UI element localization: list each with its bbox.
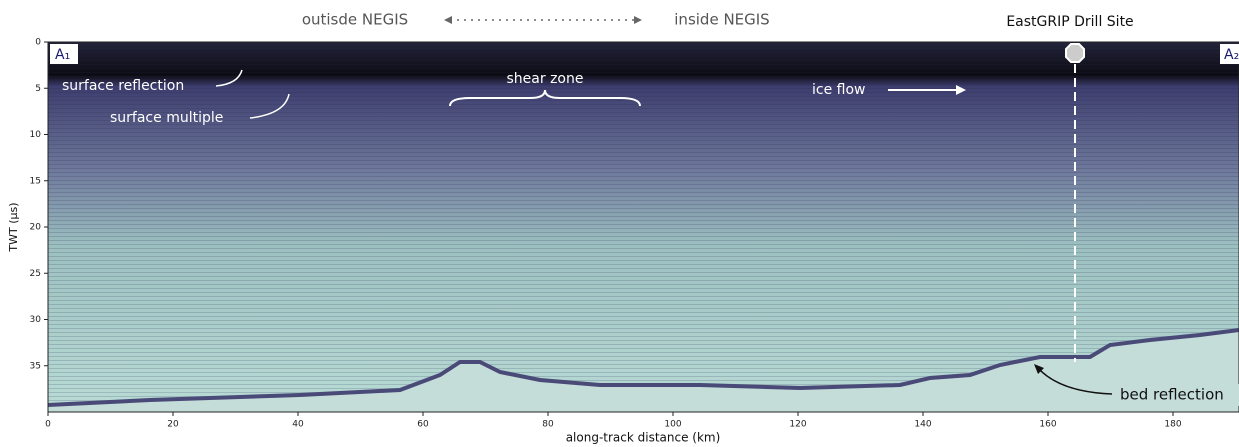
region-label: inside NEGIS (674, 11, 769, 29)
arrowhead (956, 85, 966, 95)
annotation-arrow (1037, 367, 1113, 395)
region-label: outisde NEGIS (302, 11, 408, 29)
profile-end: A₂ (1224, 47, 1239, 63)
y-tick-label: 5 (35, 84, 41, 94)
annotation-arrow (249, 93, 290, 119)
y-tick-label: 20 (30, 223, 42, 233)
x-tick-label: 160 (1039, 420, 1056, 430)
brace (449, 89, 641, 107)
annotation: surface multiple (110, 110, 223, 126)
annotation: ice flow (812, 82, 865, 98)
x-tick-label: 40 (292, 420, 304, 430)
annotation-arrow (215, 69, 243, 87)
annotation: bed reflection (1120, 386, 1224, 404)
site-label: EastGRIP Drill Site (1006, 14, 1133, 30)
arrowhead (1034, 364, 1044, 374)
x-tick-label: 120 (789, 420, 806, 430)
y-axis-label: TWT (µs) (7, 202, 20, 252)
y-tick-label: 35 (30, 361, 41, 371)
x-axis-label: along-track distance (km) (566, 431, 721, 445)
x-tick-label: 180 (1164, 420, 1181, 430)
annotation: surface reflection (62, 78, 184, 94)
x-tick-label: 60 (417, 420, 429, 430)
label-bg (1114, 384, 1239, 406)
x-tick-label: 80 (542, 420, 554, 430)
label-box (50, 44, 78, 64)
y-tick-label: 10 (30, 130, 42, 140)
x-tick-label: 140 (914, 420, 931, 430)
x-tick-label: 20 (167, 420, 179, 430)
drill-marker (1065, 43, 1085, 63)
profile-start: A₁ (55, 47, 70, 63)
radargram-image (48, 42, 1239, 412)
label-box (1220, 44, 1239, 64)
y-tick-label: 30 (30, 315, 42, 325)
y-tick-label: 25 (30, 269, 41, 279)
annotation: shear zone (507, 71, 584, 87)
x-tick-label: 100 (664, 420, 681, 430)
y-tick-label: 15 (30, 176, 41, 186)
y-tick-label: 0 (35, 38, 41, 48)
x-tick-label: 0 (45, 420, 51, 430)
